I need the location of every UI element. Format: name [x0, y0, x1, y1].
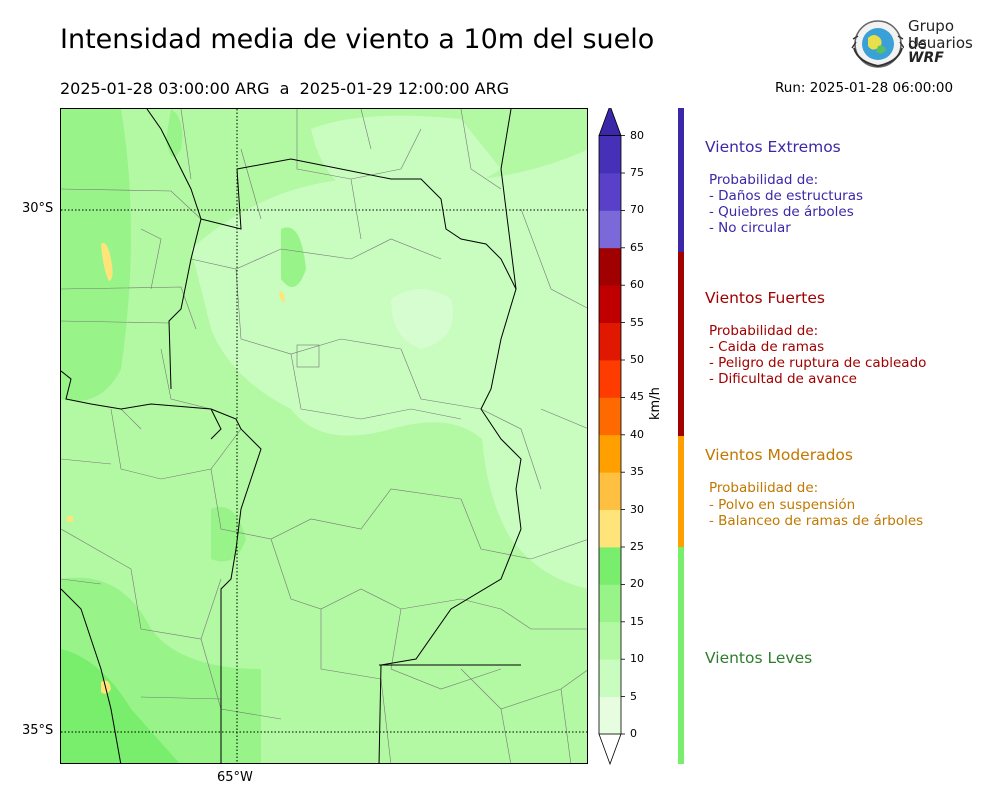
colorbar-swatch [599, 472, 621, 510]
colorbar-tick-label: 30 [630, 502, 644, 516]
legend-line: - No circular [709, 220, 791, 236]
globe-seal-icon [851, 20, 904, 68]
colorbar-swatch [599, 397, 621, 436]
colorbar-tick-label: 35 [630, 465, 644, 479]
colorbar-tick-label: 5 [630, 689, 637, 703]
legend-line: Probabilidad de: [709, 480, 819, 496]
colorbar-swatch [599, 509, 621, 548]
colorbar-swatch [599, 696, 621, 735]
moderate-wind-area [61, 109, 131, 401]
colorbar-tick-label: 50 [630, 353, 644, 366]
forecast-period: 2025-01-28 03:00:00 ARG a 2025-01-29 12:… [60, 79, 510, 98]
map-title: Intensidad media de viento a 10m del sue… [60, 24, 655, 55]
colorbar-tick-label: 55 [630, 315, 644, 329]
colorbar-swatch [599, 360, 621, 398]
colorbar-lower-extension [598, 733, 622, 766]
colorbar-tick-label: 80 [630, 128, 644, 142]
legend-line: - Caida de ramas [709, 339, 825, 355]
strong-wind-spot [101, 243, 113, 281]
colorbar-tick-label: 60 [630, 278, 644, 292]
colorbar-tick-label: 45 [630, 390, 644, 404]
colorbar-tick-label: 65 [630, 240, 644, 254]
strong-wind-spot [67, 516, 73, 522]
legend-bar-extremos [678, 108, 684, 252]
legend-title-leves: Vientos Leves [705, 649, 813, 667]
light-wind-area [391, 289, 453, 349]
colorbar-swatch [599, 434, 621, 473]
legend-line: - Daños de estructuras [709, 188, 864, 204]
colorbar [598, 104, 658, 768]
lon-label-65w: 65°W [217, 770, 253, 785]
legend-bar-leves [678, 547, 684, 764]
legend-line: Probabilidad de: [709, 172, 819, 188]
legend-bar-moderados [678, 436, 684, 547]
province-borders [61, 109, 522, 763]
colorbar-tick-label: 40 [630, 427, 644, 441]
colorbar-tick-label: 75 [630, 166, 644, 179]
colorbar-swatch [599, 247, 621, 286]
colorbar-tick-label: 10 [630, 652, 644, 666]
lat-label-35s: 35°S [22, 723, 54, 738]
logo-text-line1: Grupo de [908, 17, 954, 53]
legend-line: - Polvo en suspensión [709, 497, 856, 513]
logo-text-line2: Usuarios [908, 34, 973, 52]
colorbar-swatches [598, 104, 625, 766]
lat-label-30s: 30°S [22, 201, 54, 216]
legend-line: - Dificultad de avance [709, 371, 857, 387]
legend-title-moderados: Vientos Moderados [705, 446, 853, 464]
moderate-wind-area [61, 649, 180, 763]
colorbar-swatch [599, 659, 621, 697]
graticule [61, 109, 587, 763]
colorbar-swatch [599, 621, 621, 660]
colorbar-tick-label: 0 [630, 727, 637, 740]
colorbar-swatch [599, 135, 621, 174]
wind-field-map [61, 109, 587, 763]
colorbar-upper-extension [598, 104, 622, 136]
logo-text-line3: WRF [908, 50, 944, 66]
strong-wind-spot [279, 291, 285, 302]
colorbar-tick-label: 20 [630, 577, 644, 591]
light-wind-area [481, 399, 587, 589]
wrf-logo: Grupo de Usuarios WRF [848, 16, 973, 72]
colorbar-tick-label: 25 [630, 540, 644, 553]
legend-line: - Balanceo de ramas de árboles [709, 513, 924, 529]
model-run: Run: 2025-01-28 06:00:00 [775, 80, 954, 96]
legend-line: Probabilidad de: [709, 323, 819, 339]
legend-title-fuertes: Vientos Fuertes [705, 289, 825, 307]
department-borders [61, 109, 587, 763]
colorbar-swatch [599, 547, 621, 585]
wind-map [60, 108, 588, 764]
colorbar-tick-label: 70 [630, 203, 644, 217]
colorbar-swatch [599, 210, 621, 249]
moderate-wind-area [166, 109, 183, 157]
legend-bar-fuertes [678, 252, 684, 436]
colorbar-tick-label: 15 [630, 614, 644, 628]
colorbar-swatch [599, 173, 621, 211]
moderate-wind-area [281, 227, 306, 287]
legend-line: - Peligro de ruptura de cableado [709, 355, 927, 371]
colorbar-swatch [599, 584, 621, 623]
legend-title-extremos: Vientos Extremos [705, 138, 841, 156]
legend-line: - Quiebres de árboles [709, 204, 854, 220]
colorbar-swatch [599, 285, 621, 323]
colorbar-swatch [599, 322, 621, 361]
colorbar-unit-label: km/h [648, 387, 663, 420]
